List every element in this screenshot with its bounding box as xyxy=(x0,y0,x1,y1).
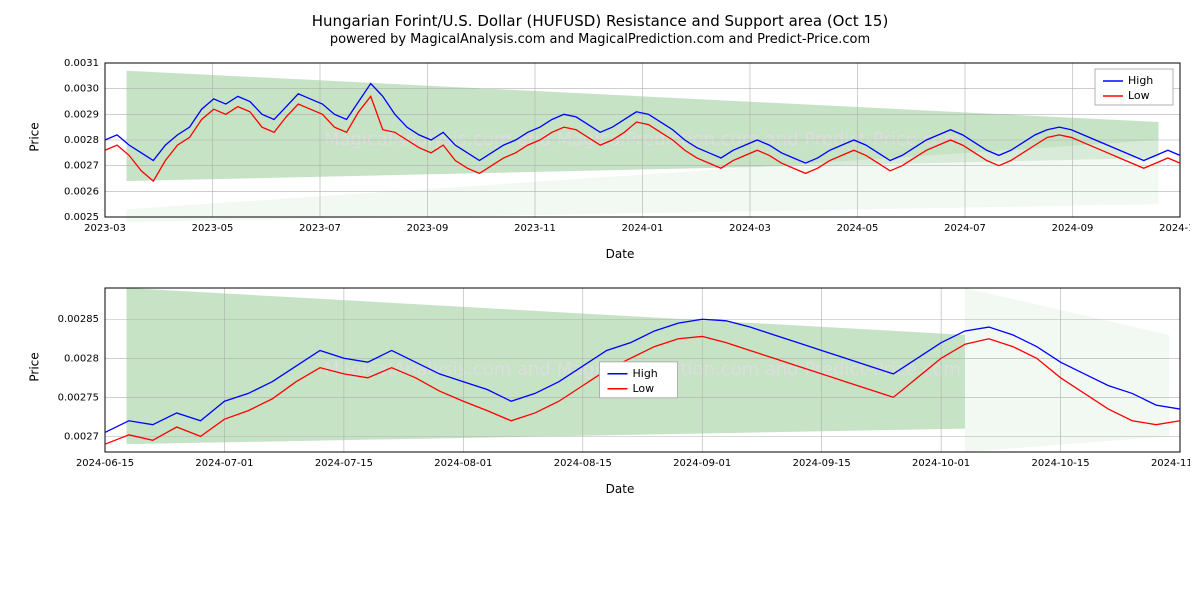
y-axis-label-2: Price xyxy=(28,352,42,381)
svg-text:0.0027: 0.0027 xyxy=(64,431,99,442)
svg-text:High: High xyxy=(633,367,658,380)
chart-title: Hungarian Forint/U.S. Dollar (HUFUSD) Re… xyxy=(10,12,1190,30)
svg-text:2024-07-01: 2024-07-01 xyxy=(195,458,253,469)
svg-text:2023-07: 2023-07 xyxy=(299,223,341,234)
svg-text:2024-06-15: 2024-06-15 xyxy=(76,458,134,469)
svg-text:2024-08-01: 2024-08-01 xyxy=(434,458,492,469)
chart-subtitle: powered by MagicalAnalysis.com and Magic… xyxy=(10,32,1190,47)
chart-panel-bottom: Price MagicalAnalysis.com and MagicalPre… xyxy=(50,280,1190,480)
svg-text:2023-05: 2023-05 xyxy=(192,223,234,234)
svg-text:2024-07: 2024-07 xyxy=(944,223,986,234)
svg-text:2024-11-01: 2024-11-01 xyxy=(1151,458,1190,469)
svg-text:2024-03: 2024-03 xyxy=(729,223,771,234)
svg-text:0.0027: 0.0027 xyxy=(64,161,99,172)
svg-text:2023-09: 2023-09 xyxy=(407,223,449,234)
svg-text:0.0028: 0.0028 xyxy=(64,353,99,364)
svg-text:2024-09-15: 2024-09-15 xyxy=(793,458,851,469)
svg-text:2024-01: 2024-01 xyxy=(622,223,664,234)
svg-text:High: High xyxy=(1128,74,1153,87)
svg-text:Low: Low xyxy=(1128,89,1150,102)
svg-text:0.0025: 0.0025 xyxy=(64,212,99,223)
svg-text:2024-08-15: 2024-08-15 xyxy=(554,458,612,469)
svg-text:2024-07-15: 2024-07-15 xyxy=(315,458,373,469)
svg-text:0.00285: 0.00285 xyxy=(58,314,99,325)
svg-text:0.0026: 0.0026 xyxy=(64,186,99,197)
x-axis-label-1: Date xyxy=(50,247,1190,261)
svg-text:2024-11: 2024-11 xyxy=(1159,223,1190,234)
svg-text:2023-03: 2023-03 xyxy=(84,223,126,234)
svg-text:2023-11: 2023-11 xyxy=(514,223,556,234)
chart-svg-1: MagicalAnalysis.com and MagicalPredictio… xyxy=(50,55,1190,245)
chart-panel-top: Price MagicalAnalysis.com and MagicalPre… xyxy=(50,55,1190,245)
svg-text:2024-10-15: 2024-10-15 xyxy=(1031,458,1089,469)
svg-text:0.0028: 0.0028 xyxy=(64,135,99,146)
svg-text:2024-05: 2024-05 xyxy=(837,223,879,234)
svg-text:Low: Low xyxy=(633,382,655,395)
y-axis-label-1: Price xyxy=(28,122,42,151)
x-axis-label-2: Date xyxy=(50,482,1190,496)
chart-svg-2: MagicalAnalysis.com and MagicalPredictio… xyxy=(50,280,1190,480)
svg-text:0.0029: 0.0029 xyxy=(64,109,99,120)
svg-text:2024-09-01: 2024-09-01 xyxy=(673,458,731,469)
svg-text:0.0031: 0.0031 xyxy=(64,58,99,69)
svg-text:0.00275: 0.00275 xyxy=(58,392,99,403)
svg-text:2024-10-01: 2024-10-01 xyxy=(912,458,970,469)
svg-text:2024-09: 2024-09 xyxy=(1052,223,1094,234)
svg-text:0.0030: 0.0030 xyxy=(64,84,99,95)
